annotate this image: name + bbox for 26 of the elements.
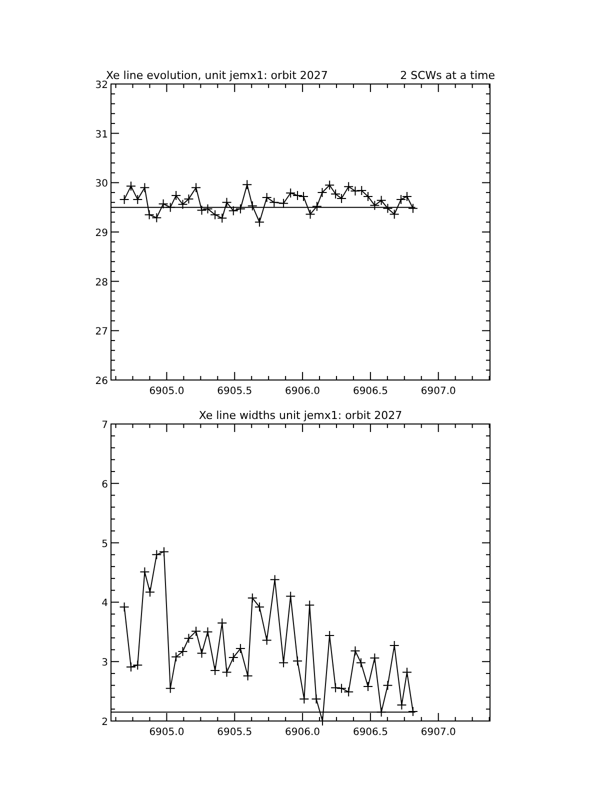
y-tick-label: 3 bbox=[102, 658, 108, 669]
y-tick-label: 6 bbox=[102, 479, 108, 490]
y-tick-label: 5 bbox=[102, 538, 108, 550]
x-tick-label: 6907.0 bbox=[420, 386, 456, 397]
chart-title: Xe line widths unit jemx1: orbit 2027 bbox=[198, 409, 402, 422]
x-tick-label: 6906.5 bbox=[352, 727, 388, 738]
y-tick-label: 26 bbox=[95, 376, 108, 387]
chart-title: Xe line evolution, unit jemx1: orbit 2027 bbox=[106, 69, 328, 82]
y-tick-label: 32 bbox=[95, 80, 108, 91]
x-tick-label: 6906.5 bbox=[352, 386, 388, 397]
y-tick-label: 28 bbox=[95, 277, 108, 288]
x-tick-label: 6905.0 bbox=[149, 386, 184, 397]
chart-subtitle: 2 SCWs at a time bbox=[400, 69, 496, 82]
x-tick-label: 6905.0 bbox=[149, 727, 184, 738]
y-tick-label: 7 bbox=[102, 420, 108, 431]
y-tick-label: 27 bbox=[95, 326, 108, 338]
y-tick-label: 4 bbox=[102, 598, 108, 610]
x-tick-label: 6907.0 bbox=[420, 727, 456, 738]
x-tick-label: 6906.0 bbox=[285, 727, 320, 738]
x-tick-label: 6905.5 bbox=[217, 727, 252, 738]
y-tick-label: 2 bbox=[102, 717, 108, 728]
y-tick-label: 29 bbox=[95, 228, 108, 239]
x-tick-label: 6906.0 bbox=[285, 386, 320, 397]
y-tick-label: 30 bbox=[95, 178, 108, 190]
x-tick-label: 6905.5 bbox=[217, 386, 252, 397]
y-tick-label: 31 bbox=[95, 129, 108, 140]
